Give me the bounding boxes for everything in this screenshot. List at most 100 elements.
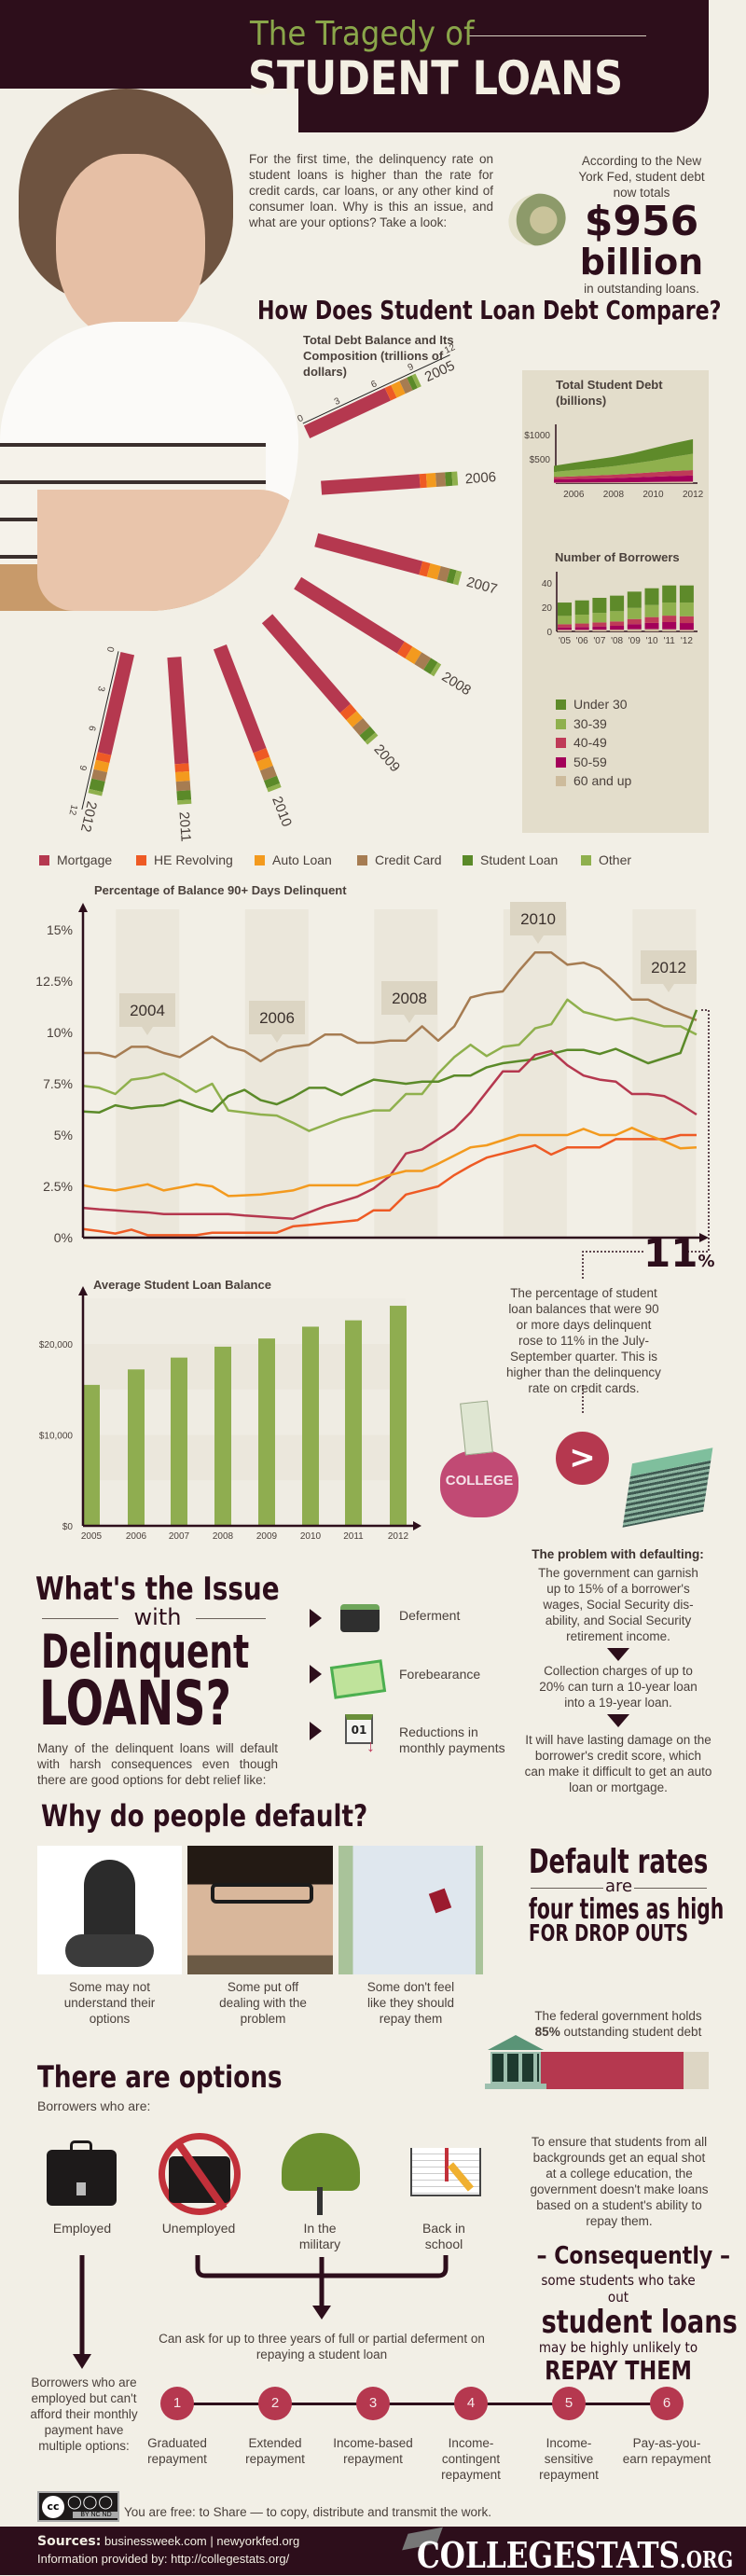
collegestats-logo[interactable]: COLLEGESTATS.ORG [417, 2534, 733, 2576]
legend-item-credit-card: Credit Card [357, 852, 442, 867]
legend-item-auto-loan: Auto Loan [255, 852, 332, 867]
borrowers-bar-segment [610, 621, 625, 627]
arrow-up-icon [78, 1286, 88, 1295]
photo-shirt-man [338, 1846, 483, 1974]
debt-stat-value: $956 [584, 198, 699, 245]
status-school: Back in school [422, 2221, 465, 2251]
option-reductions: Reductions in monthly payments [399, 1724, 505, 1755]
radial-year-label: 2011 [175, 811, 193, 842]
radial-segment-auto-loan [391, 381, 406, 398]
radial-segment-student-loan [359, 726, 376, 742]
problem-point-1: The government can garnish up to 15% of … [538, 1566, 698, 1643]
borrowers-chart-title: Number of Borrowers [555, 550, 680, 564]
area-series-40-49 [554, 470, 694, 480]
legend-label: Other [599, 852, 632, 867]
plan-label: Income-contingent repayment [441, 2436, 501, 2482]
issue-rule-left [42, 1618, 118, 1619]
year-callout-box [381, 981, 437, 1015]
avg-balance-x-tick: 2011 [343, 1531, 364, 1542]
legend-label: Mortgage [57, 852, 113, 867]
avg-balance-bar [171, 1357, 187, 1526]
legend-swatch [463, 855, 473, 866]
borrowers-bar-segment [679, 602, 694, 616]
borrowers-x-tick: '07 [593, 636, 605, 646]
arrow-right-icon [699, 1233, 709, 1242]
radial-segment-mortgage [321, 474, 421, 495]
borrowers-bar-segment [679, 616, 694, 624]
legend-swatch [255, 855, 265, 866]
legend-item-mortgage: Mortgage [39, 852, 112, 867]
provided-by[interactable]: Information provided by: http://colleges… [37, 2552, 290, 2566]
photo-confused-man [37, 1846, 182, 1974]
borrowers-bar-segment [644, 622, 659, 630]
radial-segment-auto-loan [256, 756, 273, 771]
face [56, 154, 205, 340]
arm [37, 490, 298, 611]
intro-text: For the first time, the delinquency rate… [249, 152, 493, 229]
problem-point-2: Collection charges of up to 20% can turn… [539, 1664, 698, 1710]
borrowers-y-tick: 20 [542, 603, 553, 614]
area-chart-title: Total Student Debt [556, 378, 663, 392]
legend-label: Student Loan [480, 852, 559, 867]
arrow-right-icon [413, 1521, 421, 1530]
radial-year-label: 2010 [269, 795, 295, 829]
issue-heading-2: with [133, 1604, 182, 1630]
dash: – [536, 2242, 555, 2270]
legend-swatch [39, 855, 49, 866]
borrowers-bar-segment [574, 615, 589, 624]
area-series-60-and-up [554, 481, 694, 483]
avg-balance-x-tick: 2005 [81, 1531, 103, 1542]
line-y-tick: 5% [54, 1128, 73, 1143]
radial-bar-2010: 2010 [213, 644, 295, 829]
legend-label: 30-39 [573, 715, 607, 731]
radial-segment-student-loan [176, 790, 192, 801]
year-band [374, 909, 438, 1238]
line-y-tick: 0% [54, 1230, 73, 1245]
legend-swatch [556, 738, 566, 748]
radial-segment-he-revolving [253, 748, 270, 762]
year-callout-pointer [404, 1015, 415, 1023]
borrowers-bar-segment [592, 630, 607, 631]
radial-segment-mortgage [261, 614, 351, 713]
radial-axis-tick: 6 [86, 725, 97, 732]
delinquency-unit: % [698, 1252, 715, 1271]
legend-swatch [581, 855, 591, 866]
radial-year-label: 2009 [370, 741, 403, 775]
radial-segment-auto-loan [93, 759, 110, 773]
debt-stat-unit: billion [579, 242, 704, 283]
cc-license-badge[interactable]: cc ◯◯◯ BY NC ND [37, 2491, 119, 2522]
radial-axis-tick: 3 [333, 395, 342, 408]
student-photo [0, 89, 298, 611]
issue-heading-3: Delinquent [41, 1625, 250, 1679]
consequently-line-3: student loans [541, 2304, 738, 2341]
borrowers-bar-segment [627, 624, 642, 630]
cc-badge-text: BY NC ND [73, 2512, 119, 2518]
area-y-tick: $1000 [524, 431, 550, 441]
legend-swatch [357, 855, 367, 866]
borrowers-bar-segment [610, 630, 625, 631]
radial-axis-tick: 12 [443, 342, 457, 356]
radial-segment-mortgage [213, 644, 267, 754]
down-triangle-icon [607, 1648, 629, 1661]
line-y-tick: 10% [47, 1025, 73, 1040]
borrowers-bar-segment [558, 627, 572, 630]
borrowers-bar-segment [662, 616, 677, 622]
plan-number-1: 1 [160, 2387, 194, 2420]
avg-balance-title: Average Student Loan Balance [93, 1278, 271, 1292]
avg-balance-bar [83, 1384, 100, 1526]
avg-balance-x-tick: 2007 [169, 1531, 190, 1542]
legend-swatch [556, 756, 566, 768]
year-callout-box [641, 950, 697, 984]
legend-swatch [556, 718, 566, 729]
avg-balance-bar [302, 1326, 319, 1526]
legend-item-he-revolving: HE Revolving [136, 852, 233, 867]
radial-segment-other [411, 373, 421, 389]
area-chart-subtitle: (billions) [556, 394, 607, 408]
line-y-tick: 12.5% [35, 974, 73, 989]
radial-segment-credit-card [435, 472, 447, 488]
sources-links[interactable]: businessweek.com | newyorkfed.org [104, 2534, 300, 2548]
borrowers-x-tick: '05 [559, 636, 571, 646]
default-rates-line-4: FOR DROP OUTS [529, 1919, 689, 1946]
